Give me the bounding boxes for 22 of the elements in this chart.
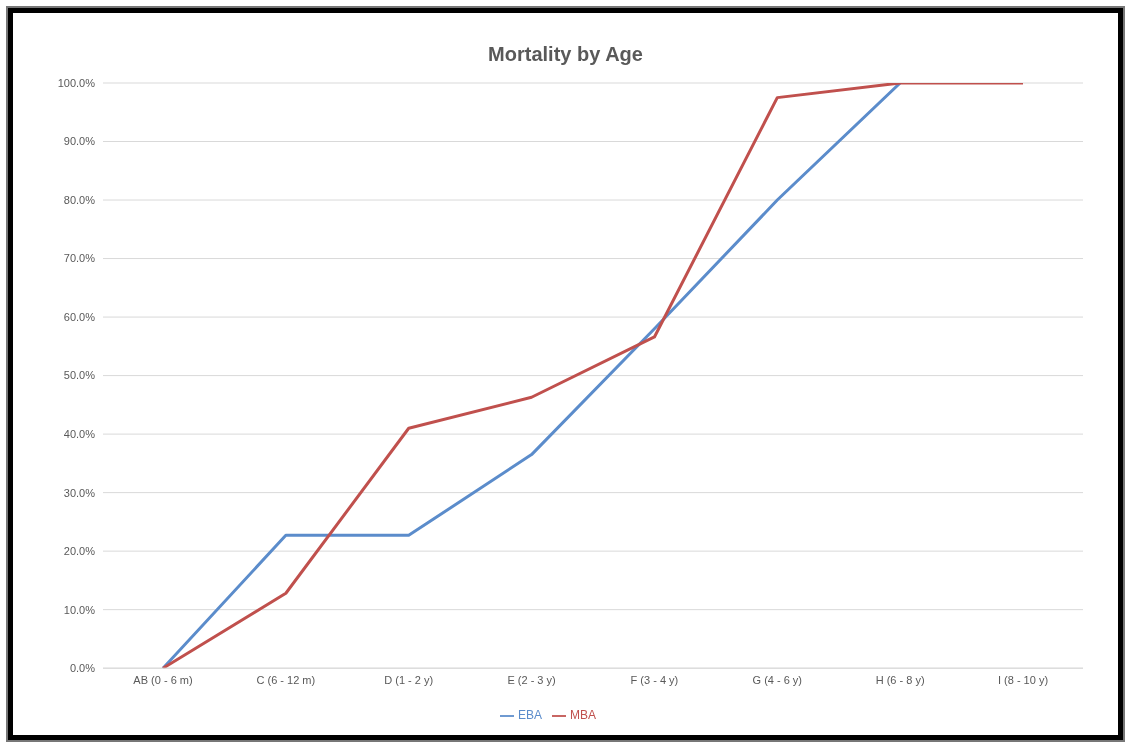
x-tick-label: H (6 - 8 y) xyxy=(875,673,925,686)
x-tick-label: G (4 - 6 y) xyxy=(752,673,803,686)
x-tick-label: D (1 - 2 y) xyxy=(384,673,434,686)
y-tick-label: 100.0% xyxy=(57,76,96,89)
x-tick-label: AB (0 - 6 m) xyxy=(133,673,193,686)
y-tick-label: 30.0% xyxy=(63,486,96,499)
x-tick-label: F (3 - 4 y) xyxy=(630,673,679,686)
y-tick-label: 50.0% xyxy=(63,369,96,382)
legend-label: MBA xyxy=(570,708,597,723)
y-tick-label: 70.0% xyxy=(63,252,96,265)
y-tick-label: 80.0% xyxy=(63,193,96,206)
y-tick-label: 90.0% xyxy=(63,135,96,148)
x-tick-label: E (2 - 3 y) xyxy=(507,673,556,686)
y-tick-label: 0.0% xyxy=(69,662,96,675)
legend-label: EBA xyxy=(517,708,542,723)
x-tick-label: C (6 - 12 m) xyxy=(256,673,316,686)
y-tick-label: 10.0% xyxy=(63,603,96,616)
y-tick-label: 20.0% xyxy=(63,545,96,558)
x-tick-label: I (8 - 10 y) xyxy=(997,673,1049,686)
chart-title: Mortality by Age xyxy=(487,42,644,67)
y-tick-label: 60.0% xyxy=(63,310,96,323)
y-tick-label: 40.0% xyxy=(63,428,96,441)
